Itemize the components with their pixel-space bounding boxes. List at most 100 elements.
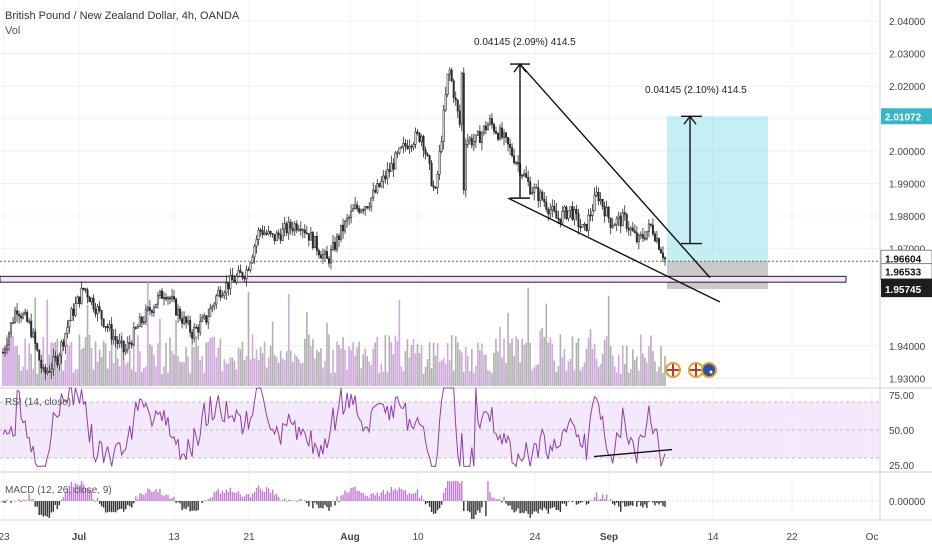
wedge-upper-line[interactable] bbox=[519, 63, 711, 279]
rsi-divergence-line[interactable] bbox=[593, 448, 673, 458]
time-tick-label: 10 bbox=[412, 532, 424, 543]
uk-flag-icon[interactable] bbox=[665, 362, 681, 378]
volume-bar bbox=[124, 364, 127, 386]
macd-hist-bar bbox=[459, 483, 461, 501]
volume-bar bbox=[18, 355, 20, 386]
volume-bar bbox=[253, 358, 256, 386]
macd-hist-bar bbox=[235, 492, 238, 501]
volume-bar bbox=[623, 364, 626, 386]
macd-hist-bar bbox=[322, 501, 324, 509]
volume-bar bbox=[384, 335, 387, 386]
volume-bar bbox=[281, 358, 284, 386]
macd-hist-bar bbox=[300, 498, 302, 501]
candle-body bbox=[54, 356, 57, 358]
candle-body bbox=[555, 210, 558, 219]
volume-bar bbox=[615, 372, 618, 386]
macd-hist-bar bbox=[304, 500, 306, 501]
nz-flag-icon[interactable] bbox=[701, 362, 717, 378]
candle-body bbox=[26, 311, 29, 322]
volume-bar bbox=[255, 349, 258, 386]
macd-hist-bar bbox=[575, 501, 578, 505]
macd-hist-bar bbox=[187, 501, 189, 507]
candle-body bbox=[152, 307, 155, 313]
macd-hist-bar bbox=[135, 496, 137, 501]
macd-hist-bar bbox=[438, 501, 441, 509]
macd-hist-bar bbox=[94, 501, 97, 502]
candle-body bbox=[289, 221, 292, 229]
candle-body bbox=[72, 308, 75, 316]
volume-bar bbox=[66, 344, 69, 386]
volume-bar bbox=[263, 341, 266, 386]
macd-hist-bar bbox=[157, 492, 159, 501]
wedge-lower-line[interactable] bbox=[507, 197, 721, 303]
volume-bar bbox=[173, 354, 175, 386]
macd-hist-bar bbox=[624, 501, 626, 507]
candle-body bbox=[10, 322, 13, 334]
macd-hist-bar bbox=[245, 493, 248, 501]
candle-body bbox=[299, 228, 302, 231]
macd-hist-bar bbox=[599, 498, 602, 501]
macd-hist-bar bbox=[386, 490, 389, 501]
volume-bar bbox=[442, 358, 445, 386]
candle-body bbox=[241, 272, 244, 278]
price-tick-label: 1.99000 bbox=[889, 180, 926, 191]
volume-bar bbox=[613, 366, 616, 386]
volume-bar bbox=[84, 336, 87, 386]
macd-hist-bar bbox=[189, 501, 191, 512]
axis-layer: 2.040002.030002.020002.010002.000001.990… bbox=[0, 17, 932, 543]
volume-bar bbox=[545, 303, 548, 386]
volume-bar bbox=[390, 342, 393, 386]
volume-bar bbox=[541, 327, 544, 386]
candle-body bbox=[456, 99, 459, 112]
candle-body bbox=[513, 155, 516, 164]
stop-zone[interactable] bbox=[667, 261, 768, 290]
candle-body bbox=[323, 251, 326, 255]
candle-body bbox=[301, 229, 304, 232]
candle-body bbox=[32, 331, 35, 337]
time-tick-label: 23 bbox=[0, 532, 10, 543]
volume-bar bbox=[241, 341, 244, 386]
macd-hist-bar bbox=[197, 501, 199, 511]
candle-body bbox=[283, 223, 286, 230]
macd-hist-bar bbox=[233, 492, 236, 501]
volume-bar bbox=[625, 345, 628, 386]
candle-body bbox=[263, 232, 266, 235]
volume-bar bbox=[259, 347, 262, 386]
volume-bar bbox=[479, 350, 481, 386]
candle-body bbox=[529, 181, 532, 195]
volume-bar bbox=[358, 341, 360, 386]
volume-bar bbox=[100, 357, 103, 386]
drawing-layer[interactable] bbox=[507, 62, 721, 303]
uk-flag-icon[interactable] bbox=[688, 362, 704, 378]
volume-bar bbox=[587, 337, 590, 386]
candle-body bbox=[213, 303, 216, 307]
volume-bar bbox=[438, 361, 441, 386]
macd-hist-bar bbox=[344, 490, 346, 501]
candle-body bbox=[30, 320, 33, 337]
candle-body bbox=[484, 125, 487, 131]
candle-body bbox=[561, 211, 564, 224]
macd-hist-bar bbox=[664, 501, 666, 507]
candle-body bbox=[663, 257, 666, 260]
candle-body bbox=[410, 145, 413, 148]
macd-hist-bar bbox=[46, 501, 48, 517]
macd-hist-bar bbox=[44, 501, 46, 516]
macd-hist-bar bbox=[388, 492, 391, 501]
candle-body bbox=[583, 223, 586, 226]
macd-hist-bar bbox=[646, 501, 648, 508]
target-zone[interactable] bbox=[667, 116, 768, 262]
volume-bar bbox=[120, 332, 123, 386]
macd-hist-bar bbox=[473, 501, 475, 519]
macd-hist-bar bbox=[133, 501, 135, 504]
macd-hist-bar bbox=[412, 493, 415, 501]
candle-body bbox=[543, 198, 546, 203]
candle-body bbox=[629, 227, 632, 231]
support-zone[interactable] bbox=[0, 275, 847, 283]
candle-body bbox=[503, 132, 506, 138]
macd-hist-bar bbox=[428, 501, 431, 507]
macd-hist-bar bbox=[384, 494, 387, 501]
projection-arrow-up[interactable] bbox=[683, 115, 697, 125]
rsi-line[interactable] bbox=[2, 387, 666, 468]
